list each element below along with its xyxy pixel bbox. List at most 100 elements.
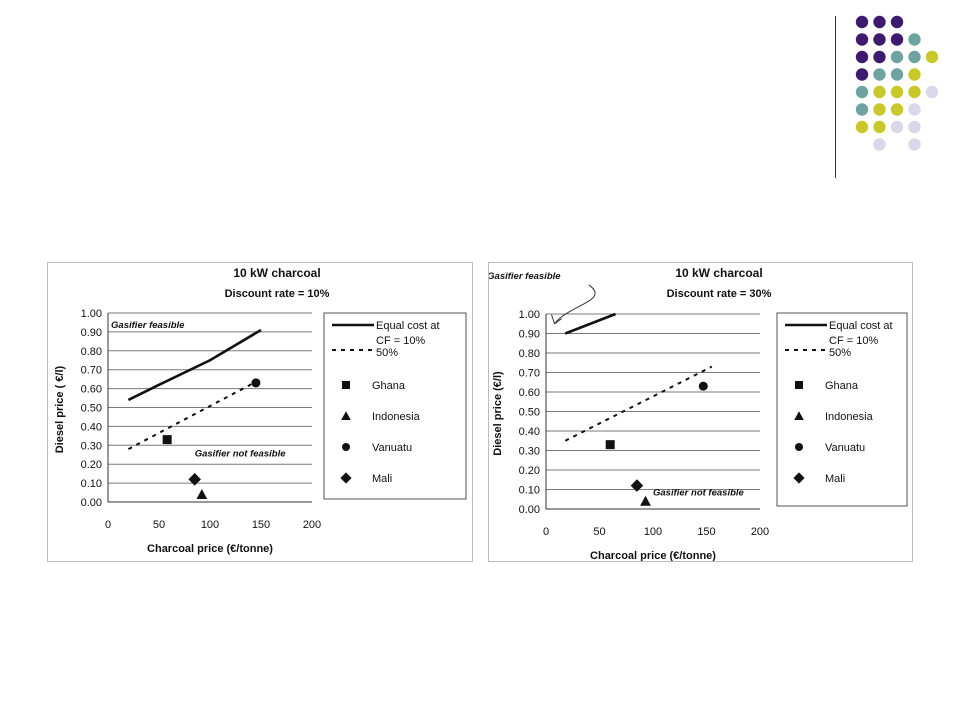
y-tick-label: 0.50	[519, 407, 540, 419]
decor-dot	[908, 103, 921, 116]
y-tick-label: 1.00	[519, 309, 540, 321]
decor-dot	[890, 103, 904, 116]
y-tick-label: 0.90	[81, 327, 102, 339]
x-tick-label: 200	[303, 519, 321, 531]
legend-label: Mali	[825, 473, 845, 485]
decor-dot	[925, 50, 939, 64]
x-axis-label: Charcoal price (€/tonne)	[590, 550, 716, 561]
legend-label: Equal cost at	[829, 320, 893, 332]
decor-dot	[908, 33, 921, 46]
y-tick-label: 0.00	[519, 504, 540, 516]
legend-marker-vanuatu	[795, 443, 803, 451]
x-tick-label: 50	[153, 519, 165, 531]
legend-label: Ghana	[825, 380, 859, 392]
y-tick-label: 0.70	[81, 365, 102, 377]
legend-label: Vanuatu	[372, 442, 412, 454]
y-tick-label: 0.70	[519, 368, 540, 380]
data-point-mali	[188, 473, 201, 486]
decor-dot	[873, 138, 886, 151]
decorative-divider-line	[835, 16, 836, 178]
x-tick-label: 150	[252, 519, 270, 531]
y-tick-label: 0.30	[519, 446, 540, 458]
chart-title: 10 kW charcoal	[675, 266, 762, 280]
y-tick-label: 1.00	[81, 308, 102, 320]
annotation-label: Gasifier not feasible	[195, 449, 287, 460]
data-point-indonesia	[196, 489, 208, 499]
y-tick-label: 0.80	[519, 348, 540, 360]
chart-panel-discount-10: 10 kW charcoal Discount rate = 10% 0.00 0.1…	[47, 262, 473, 562]
legend-label: Vanuatu	[825, 442, 865, 454]
legend-marker-ghana	[342, 381, 350, 389]
plot-group: 10 kW charcoal Discount rate = 30% 0.00 0.1…	[489, 266, 908, 561]
decor-dot	[855, 120, 869, 134]
decor-dot	[873, 33, 886, 46]
decor-dot	[873, 103, 886, 116]
x-tick-label: 150	[697, 526, 715, 538]
data-point-indonesia	[640, 495, 651, 506]
decor-dot	[873, 120, 886, 134]
decor-dot	[890, 120, 904, 134]
x-tick-label: 100	[201, 519, 219, 531]
decor-dot	[855, 50, 869, 64]
y-tick-label: 0.10	[81, 478, 102, 490]
decor-dot	[873, 68, 886, 81]
data-point-mali	[630, 479, 644, 492]
decor-dot	[890, 15, 904, 29]
data-point-ghana	[162, 435, 172, 445]
series-line	[564, 365, 713, 442]
decor-dot	[890, 50, 904, 64]
decor-dot	[890, 68, 904, 81]
y-tick-label: 0.80	[81, 346, 102, 358]
series-line	[127, 378, 262, 450]
x-tick-label: 200	[751, 526, 769, 538]
chart-subtitle: Discount rate = 30%	[667, 288, 772, 300]
x-tick-label: 0	[543, 526, 549, 538]
y-axis-label: Diesel price ( €/l)	[54, 365, 66, 453]
annotation-label: Gasifier feasible	[489, 271, 561, 282]
decor-dot	[890, 33, 904, 46]
decor-dot	[873, 50, 886, 64]
legend-box	[323, 312, 467, 500]
legend-label: 50%	[376, 347, 398, 359]
y-tick-label: 0.20	[81, 459, 102, 471]
legend-label: Equal cost at	[376, 320, 440, 332]
y-tick-label: 0.90	[519, 329, 540, 341]
legend-marker-vanuatu	[342, 443, 350, 451]
x-tick-label: 50	[593, 526, 605, 538]
legend-label: Indonesia	[372, 411, 421, 423]
legend-label: Indonesia	[825, 411, 874, 423]
y-tick-label: 0.20	[519, 465, 540, 477]
decor-dot	[908, 120, 921, 134]
decor-dot	[855, 85, 869, 99]
data-point-vanuatu	[698, 381, 708, 391]
annotation-arrow	[554, 284, 596, 325]
legend-label: Ghana	[372, 380, 406, 392]
legend-label: CF = 10%	[829, 335, 878, 347]
legend-marker-indonesia	[341, 411, 351, 420]
decor-dot	[908, 138, 921, 151]
y-tick-label: 0.30	[81, 440, 102, 452]
y-tick-label: 0.40	[81, 421, 102, 433]
chart-svg-discount-30: 10 kW charcoal Discount rate = 30% 0.00 0.1…	[489, 266, 908, 561]
y-tick-label: 0.10	[519, 485, 540, 497]
decor-dot	[908, 50, 921, 64]
decor-dot	[855, 103, 869, 116]
y-axis-label: Diesel price (€/l)	[492, 371, 504, 456]
y-tick-label: 0.00	[81, 497, 102, 509]
decor-dot	[855, 15, 869, 29]
plot-group: 10 kW charcoal Discount rate = 10% 0.00 0.1…	[54, 266, 467, 555]
legend-marker-mali	[793, 472, 805, 484]
decor-dot	[873, 85, 886, 99]
legend-label: Mali	[372, 473, 392, 485]
decor-dot	[908, 85, 921, 99]
x-axis-label: Charcoal price (€/tonne)	[147, 543, 273, 555]
data-point-vanuatu	[251, 378, 261, 388]
chart-svg-discount-10: 10 kW charcoal Discount rate = 10% 0.00 0.1…	[54, 266, 467, 555]
decor-dot	[925, 85, 939, 99]
chart-panel-discount-30: 10 kW charcoal Discount rate = 30% 0.00 0.1…	[488, 262, 913, 562]
decor-dot	[855, 33, 869, 46]
annotation-label: Gasifier feasible	[111, 320, 185, 331]
chart-subtitle: Discount rate = 10%	[225, 288, 330, 300]
legend-marker-ghana	[795, 381, 803, 389]
series-line	[127, 328, 262, 402]
